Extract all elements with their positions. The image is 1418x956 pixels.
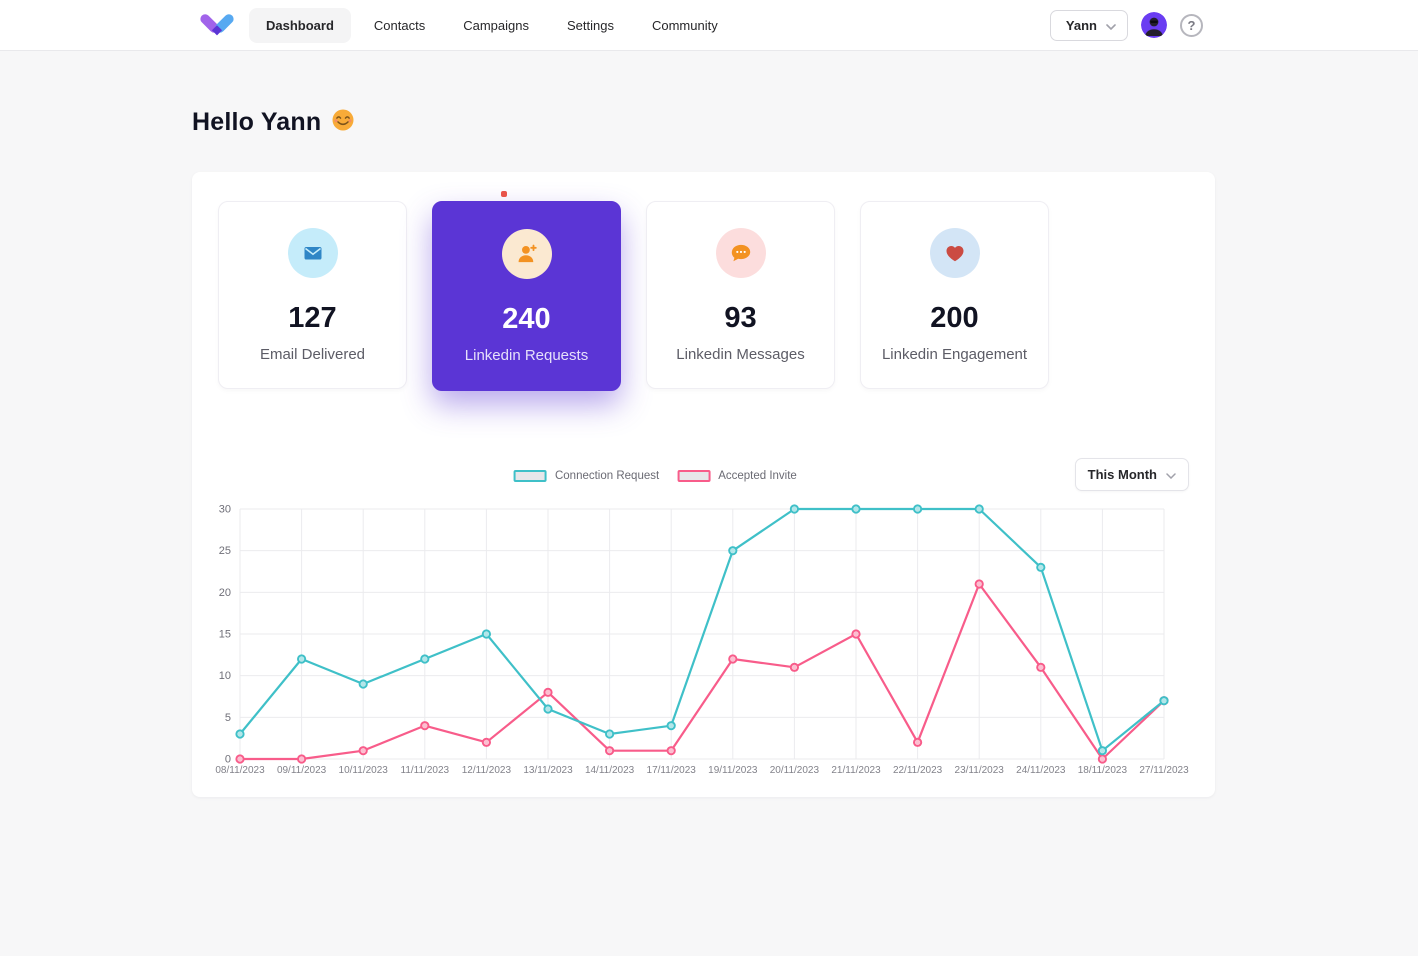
svg-text:20/11/2023: 20/11/2023 — [770, 765, 820, 776]
heart-icon — [929, 227, 980, 278]
stat-value: 127 — [288, 301, 337, 334]
page-title: Hello Yann — [192, 108, 322, 136]
svg-text:20: 20 — [219, 587, 231, 599]
stat-label: Linkedin Engagement — [881, 345, 1028, 363]
stat-card-linkedin-engagement[interactable]: 200 Linkedin Engagement — [860, 201, 1049, 389]
svg-text:24/11/2023: 24/11/2023 — [1016, 765, 1066, 776]
chart-header: Connection Request Accepted Invite This … — [192, 458, 1215, 491]
svg-text:17/11/2023: 17/11/2023 — [647, 765, 697, 776]
svg-text:30: 30 — [219, 504, 231, 516]
main-nav: Dashboard Contacts Campaigns Settings Co… — [249, 7, 733, 43]
smiling-face-emoji — [331, 108, 355, 137]
stat-label: Email Delivered — [259, 345, 366, 363]
svg-text:18/11/2023: 18/11/2023 — [1078, 765, 1128, 776]
red-dot — [501, 191, 507, 197]
stat-card-email-delivered[interactable]: 127 Email Delivered — [218, 201, 407, 389]
stat-label: Linkedin Messages — [676, 345, 805, 363]
stat-value: 93 — [724, 301, 757, 334]
svg-text:11/11/2023: 11/11/2023 — [401, 765, 450, 776]
svg-text:25: 25 — [219, 545, 231, 557]
svg-text:21/11/2023: 21/11/2023 — [831, 765, 881, 776]
svg-text:12/11/2023: 12/11/2023 — [462, 765, 512, 776]
period-selector-button[interactable]: This Month — [1074, 458, 1189, 491]
svg-text:10: 10 — [219, 670, 231, 682]
chevron-down-icon — [1106, 18, 1116, 33]
help-icon-glyph: ? — [1187, 17, 1196, 33]
nav-item-settings[interactable]: Settings — [566, 17, 614, 33]
top-nav-bar: Dashboard Contacts Campaigns Settings Co… — [0, 0, 1418, 51]
svg-text:23/11/2023: 23/11/2023 — [955, 765, 1005, 776]
greeting-row: Hello Yann — [192, 108, 1418, 137]
help-icon[interactable]: ? — [1180, 13, 1203, 37]
user-dropdown-button[interactable]: Yann — [1049, 9, 1128, 41]
stat-value: 240 — [502, 302, 551, 335]
svg-text:27/11/2023: 27/11/2023 — [1139, 765, 1189, 776]
svg-text:13/11/2023: 13/11/2023 — [523, 765, 573, 776]
dashboard-panel: 127 Email Delivered 240 Linkedin Request… — [192, 172, 1215, 797]
svg-text:5: 5 — [225, 712, 231, 724]
svg-text:10/11/2023: 10/11/2023 — [339, 765, 389, 776]
svg-text:19/11/2023: 19/11/2023 — [708, 765, 758, 776]
legend-label: Accepted Invite — [718, 470, 797, 482]
header-right-group: Yann ? — [1049, 9, 1203, 41]
legend-label: Connection Request — [554, 470, 660, 482]
chevron-down-icon — [1166, 467, 1176, 482]
person-add-icon — [501, 228, 552, 279]
svg-text:14/11/2023: 14/11/2023 — [585, 765, 635, 776]
nav-item-dashboard[interactable]: Dashboard — [249, 7, 351, 43]
stat-value: 200 — [930, 301, 979, 334]
chat-bubble-icon — [715, 227, 766, 278]
envelope-icon — [287, 227, 338, 278]
svg-text:08/11/2023: 08/11/2023 — [215, 765, 265, 776]
user-dropdown-label: Yann — [1065, 17, 1097, 33]
legend-item-accepted-invite[interactable]: Accepted Invite — [677, 470, 797, 482]
app-logo-icon[interactable] — [198, 9, 236, 41]
nav-item-community[interactable]: Community — [651, 17, 718, 33]
nav-item-campaigns[interactable]: Campaigns — [463, 17, 529, 33]
user-avatar[interactable] — [1141, 12, 1167, 38]
svg-text:09/11/2023: 09/11/2023 — [277, 765, 327, 776]
stat-label: Linkedin Requests — [464, 346, 589, 364]
legend-swatch-pink — [677, 470, 711, 482]
svg-text:22/11/2023: 22/11/2023 — [893, 765, 943, 776]
nav-item-contacts[interactable]: Contacts — [373, 17, 426, 33]
stat-card-linkedin-requests[interactable]: 240 Linkedin Requests — [432, 201, 621, 391]
svg-text:15: 15 — [219, 629, 231, 641]
line-chart: 0 5 10 15 20 25 30 08/11/2023 09/11/2023 10/11/20… — [215, 504, 1189, 777]
period-selector-label: This Month — [1087, 467, 1157, 482]
svg-text:0: 0 — [225, 754, 231, 766]
legend-swatch-teal — [513, 470, 547, 482]
legend-item-connection-request[interactable]: Connection Request — [513, 470, 660, 482]
stat-cards-row: 127 Email Delivered 240 Linkedin Request… — [192, 172, 1215, 391]
stat-card-linkedin-messages[interactable]: 93 Linkedin Messages — [646, 201, 835, 389]
chart-legend: Connection Request Accepted Invite — [513, 470, 797, 482]
